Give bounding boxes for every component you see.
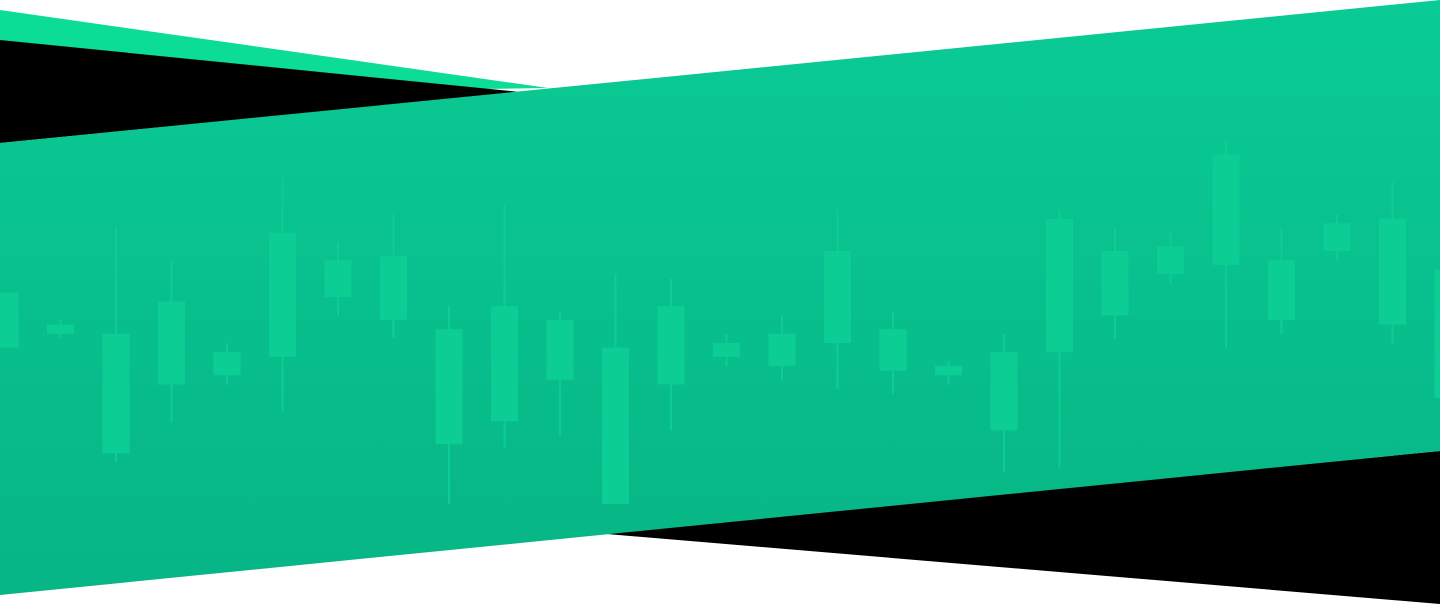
candle-body (47, 324, 74, 334)
candle-body (990, 352, 1018, 431)
candle-body (1212, 154, 1240, 265)
candle-body (1268, 260, 1295, 320)
candle-body (768, 333, 796, 366)
candlestick-pattern (0, 140, 1440, 504)
candle-body (824, 251, 851, 343)
candle-body (435, 329, 463, 445)
candle-body (491, 306, 518, 422)
candle-body (1101, 251, 1129, 316)
candle-body (879, 329, 907, 371)
candle-body (1434, 269, 1440, 399)
candle-body (1379, 218, 1406, 325)
candle-body (1157, 246, 1184, 274)
candle-body (713, 343, 740, 357)
candle-body (102, 333, 130, 454)
candle-body (213, 352, 241, 376)
candle-body (324, 260, 352, 297)
candle-body (657, 306, 685, 385)
candle-body (935, 366, 962, 376)
candle-body (380, 255, 407, 320)
candle-body (1323, 223, 1351, 251)
candle-body (158, 301, 185, 385)
bottom-right-dark-shape (595, 451, 1440, 604)
candle-body (0, 292, 19, 348)
candle-body (269, 232, 296, 357)
top-left-dark-shape (0, 40, 520, 143)
candle-body (602, 347, 629, 504)
candle-body (1046, 218, 1073, 353)
candle-body (546, 320, 574, 380)
